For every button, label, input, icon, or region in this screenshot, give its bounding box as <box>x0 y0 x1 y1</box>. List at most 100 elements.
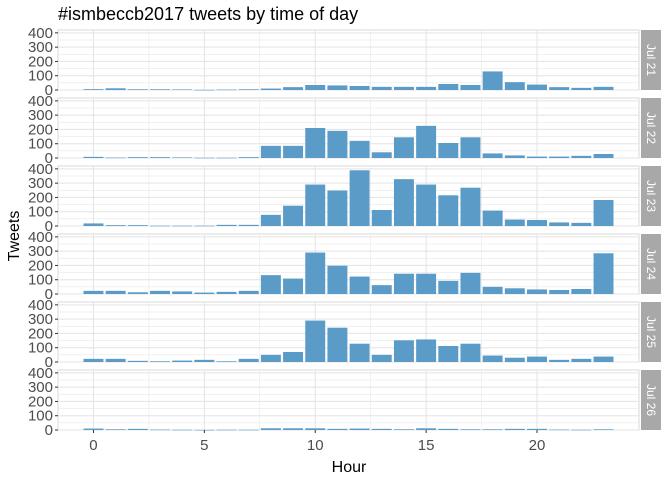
bar <box>127 292 148 294</box>
bar <box>593 356 614 362</box>
y-tick-label: 300 <box>28 311 53 328</box>
bar <box>260 275 281 294</box>
bar <box>105 88 126 90</box>
panel-background <box>57 369 640 431</box>
bar <box>83 358 104 362</box>
bar <box>571 429 592 431</box>
bar <box>105 429 126 430</box>
bar <box>349 276 370 294</box>
bar <box>127 360 148 362</box>
bar <box>438 84 459 90</box>
bar <box>482 286 503 294</box>
bar <box>482 210 503 226</box>
bar <box>571 358 592 362</box>
panel-background <box>57 301 640 363</box>
y-tick-label: 300 <box>28 243 53 260</box>
y-axis-label: Tweets <box>6 211 23 262</box>
bar <box>460 137 481 158</box>
bar <box>349 140 370 158</box>
x-tick-label: 10 <box>307 437 324 454</box>
bar <box>194 292 215 294</box>
bar <box>549 222 570 226</box>
y-tick-label: 200 <box>28 189 53 206</box>
chart-title: #ismbeccb2017 tweets by time of day <box>58 4 358 24</box>
bar <box>393 179 414 226</box>
bar <box>460 272 481 294</box>
bar <box>593 253 614 294</box>
bar <box>571 289 592 294</box>
bar <box>150 157 170 158</box>
bar <box>438 143 459 158</box>
x-tick-label: 15 <box>418 437 435 454</box>
bar <box>460 187 481 226</box>
bar <box>371 86 392 90</box>
bar <box>238 157 259 158</box>
bar <box>150 429 170 431</box>
bar <box>283 145 304 158</box>
bar <box>283 352 304 362</box>
bar <box>460 429 481 430</box>
bar <box>504 82 525 90</box>
y-tick-label: 300 <box>28 107 53 124</box>
y-tick-label: 100 <box>28 68 53 85</box>
panel-background <box>57 233 640 295</box>
bar <box>393 273 414 294</box>
bar <box>105 157 126 159</box>
bar <box>216 224 237 226</box>
x-axis-label: Hour <box>332 459 367 476</box>
bar <box>172 225 193 227</box>
panel-background <box>57 165 640 227</box>
bar <box>327 190 348 226</box>
bar <box>127 89 148 90</box>
bar <box>438 195 459 226</box>
bar <box>260 88 281 90</box>
bar <box>416 125 437 158</box>
bar <box>172 157 193 159</box>
bar <box>150 89 170 90</box>
y-tick-label: 200 <box>28 121 53 138</box>
bar <box>327 130 348 158</box>
bar <box>416 428 437 430</box>
bar <box>504 288 525 294</box>
bar <box>527 220 547 226</box>
panel-background <box>57 97 640 159</box>
bar <box>549 156 570 158</box>
bar <box>393 86 414 90</box>
bar <box>305 252 326 294</box>
bar <box>238 89 259 90</box>
bar <box>216 157 237 159</box>
bar <box>349 428 370 430</box>
x-axis: 0 5 10 15 20 <box>89 430 545 454</box>
bar <box>438 428 459 430</box>
bar <box>504 155 525 158</box>
bar <box>327 265 348 294</box>
facet-strip <box>641 370 661 430</box>
bar <box>504 428 525 430</box>
bar <box>371 354 392 362</box>
bar <box>238 358 259 362</box>
bar <box>127 157 148 158</box>
bar <box>416 184 437 226</box>
bar <box>549 359 570 362</box>
facet-label: Jul 22 <box>644 112 658 144</box>
panel-background <box>57 29 640 91</box>
bar <box>571 87 592 90</box>
facet-label: Jul 23 <box>644 180 658 212</box>
y-tick-label: 200 <box>28 53 53 70</box>
bar <box>260 354 281 362</box>
bar <box>460 85 481 90</box>
bar <box>527 289 547 294</box>
bar <box>460 343 481 362</box>
bar <box>216 89 237 91</box>
bar <box>349 86 370 90</box>
bar <box>283 428 304 430</box>
bar <box>371 210 392 226</box>
bar <box>260 428 281 430</box>
y-tick-label: 100 <box>28 408 53 425</box>
bar <box>150 290 170 294</box>
bar <box>150 361 170 362</box>
bar <box>349 170 370 226</box>
x-tick-label: 0 <box>89 437 97 454</box>
